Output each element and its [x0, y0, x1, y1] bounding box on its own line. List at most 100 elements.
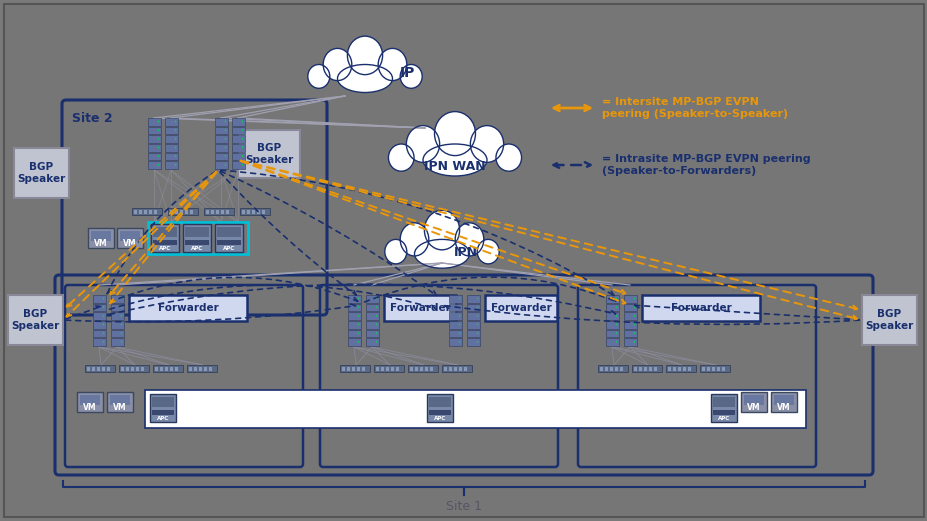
Circle shape [174, 164, 176, 166]
Text: VM: VM [83, 403, 96, 412]
Bar [699, 365, 730, 372]
Bar [667, 366, 671, 370]
Bar [466, 295, 479, 303]
Bar [348, 295, 361, 303]
Bar [120, 231, 140, 241]
Bar [91, 231, 111, 241]
Bar [485, 295, 556, 321]
Circle shape [357, 332, 359, 334]
Circle shape [458, 324, 460, 325]
Bar [92, 366, 95, 370]
Text: IPN: IPN [453, 246, 477, 259]
Bar [232, 127, 245, 134]
Text: BGP
Speaker: BGP Speaker [11, 309, 59, 331]
Circle shape [375, 297, 377, 299]
Bar [633, 366, 637, 370]
Ellipse shape [434, 111, 475, 156]
Bar [365, 321, 378, 329]
Bar [261, 209, 265, 214]
Circle shape [158, 138, 159, 140]
Circle shape [174, 155, 176, 157]
Bar [449, 312, 462, 320]
Circle shape [458, 306, 460, 308]
Bar [362, 366, 365, 370]
Bar [711, 366, 715, 370]
Text: VM: VM [746, 403, 760, 412]
Bar [209, 366, 212, 370]
Bar [631, 365, 661, 372]
Bar [149, 209, 152, 214]
Bar [154, 209, 158, 214]
Bar [773, 395, 794, 405]
Text: BGP
Speaker: BGP Speaker [18, 162, 66, 184]
Circle shape [224, 164, 226, 166]
Circle shape [174, 129, 176, 131]
Text: Site 1: Site 1 [446, 501, 481, 514]
Bar [408, 365, 438, 372]
Bar [136, 366, 139, 370]
Ellipse shape [470, 126, 503, 163]
Bar [623, 321, 636, 329]
Text: = Intersite MP-BGP EVPN
peering (Speaker-to-Speaker): = Intersite MP-BGP EVPN peering (Speaker… [602, 97, 787, 119]
Circle shape [241, 164, 243, 166]
Bar [152, 410, 174, 415]
Bar [619, 366, 623, 370]
Bar [232, 144, 245, 152]
Bar [743, 395, 763, 405]
Bar [721, 366, 725, 370]
Bar [390, 366, 394, 370]
Bar [93, 312, 106, 320]
Bar [861, 295, 916, 345]
Circle shape [224, 121, 226, 122]
Bar [347, 366, 350, 370]
Text: Forwarder: Forwarder [670, 303, 730, 313]
Bar [453, 366, 457, 370]
Bar [194, 366, 197, 370]
Bar [139, 209, 143, 214]
Circle shape [158, 129, 159, 131]
Bar [666, 365, 695, 372]
Text: IPN WAN: IPN WAN [424, 159, 486, 172]
Bar [152, 397, 174, 407]
Circle shape [375, 332, 377, 334]
Circle shape [357, 341, 359, 343]
Circle shape [476, 332, 477, 334]
Bar [232, 153, 245, 160]
Bar [132, 208, 162, 215]
Bar [351, 366, 355, 370]
Bar [210, 209, 214, 214]
Bar [623, 338, 636, 346]
Bar [107, 392, 133, 412]
Circle shape [476, 315, 477, 317]
Circle shape [615, 315, 616, 317]
Bar [175, 209, 178, 214]
Circle shape [357, 315, 359, 317]
Bar [155, 366, 159, 370]
Ellipse shape [406, 126, 439, 163]
Text: APC: APC [191, 245, 203, 251]
Circle shape [121, 341, 122, 343]
Bar [165, 366, 169, 370]
Bar [449, 338, 462, 346]
Bar [217, 240, 241, 245]
Bar [217, 227, 241, 237]
Ellipse shape [385, 240, 406, 264]
Bar [466, 338, 479, 346]
Circle shape [174, 147, 176, 148]
Text: BGP
Speaker: BGP Speaker [865, 309, 913, 331]
Ellipse shape [424, 210, 459, 250]
Bar [449, 330, 462, 337]
Bar [165, 135, 178, 143]
Circle shape [121, 315, 122, 317]
Bar [712, 410, 734, 415]
Bar [466, 330, 479, 337]
Circle shape [458, 297, 460, 299]
Bar [374, 365, 403, 372]
Bar [648, 366, 652, 370]
Bar [770, 392, 796, 412]
Bar [80, 395, 100, 405]
Bar [639, 366, 641, 370]
Bar [466, 321, 479, 329]
Bar [605, 330, 618, 337]
Bar [420, 366, 423, 370]
